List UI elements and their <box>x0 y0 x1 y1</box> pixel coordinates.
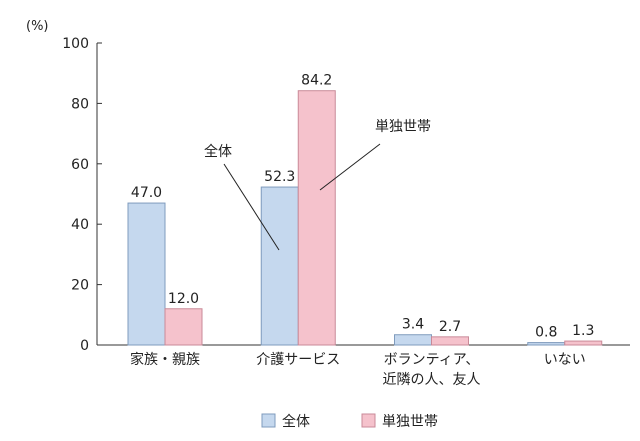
legend-swatch <box>261 413 276 428</box>
category-labels: 家族・親族 介護サービス ボランティア、近隣の人、友人 いない <box>130 351 586 388</box>
legend-label: 全体 <box>282 413 310 430</box>
callout-label: 単独世帯 <box>375 119 431 135</box>
y-tick-label: 80 <box>71 96 89 112</box>
data-label: 1.3 <box>572 323 594 339</box>
y-tick-label: 40 <box>71 217 89 233</box>
category-label: 近隣の人、友人 <box>383 372 481 388</box>
callouts: 全体 単独世帯 <box>204 119 431 251</box>
legend-label: 単独世帯 <box>382 414 438 430</box>
y-tick-label: 100 <box>62 36 89 52</box>
category-label: いない <box>544 352 586 368</box>
callout-leader-line <box>319 143 381 191</box>
bar <box>127 202 166 346</box>
callout-label: 全体 <box>204 143 232 160</box>
data-label: 2.7 <box>439 319 461 335</box>
value-labels: 47.0 12.0 52.3 84.2 3.4 2.7 0.8 1.3 <box>131 73 594 341</box>
bar <box>297 90 336 346</box>
bars <box>127 90 603 346</box>
bar <box>527 342 566 346</box>
bar <box>164 308 203 346</box>
data-label: 84.2 <box>301 73 332 89</box>
category-label: 家族・親族 <box>130 351 200 368</box>
data-label: 0.8 <box>535 325 557 341</box>
data-label: 3.4 <box>402 317 424 333</box>
callout-leader-line <box>223 163 280 251</box>
y-tick-label: 20 <box>71 278 89 294</box>
data-label: 52.3 <box>264 169 295 185</box>
y-tick-label: 0 <box>80 338 89 354</box>
y-tick-label: 60 <box>71 157 89 173</box>
legend-swatch <box>361 413 376 428</box>
category-label: ボランティア、 <box>384 352 480 368</box>
legend: 全体 単独世帯 <box>261 413 438 430</box>
bar <box>260 186 299 346</box>
data-label: 12.0 <box>168 291 199 307</box>
bar <box>431 336 469 346</box>
bar <box>394 334 432 346</box>
category-label: 介護サービス <box>256 352 340 368</box>
y-unit-label: (%) <box>26 19 49 34</box>
data-label: 47.0 <box>131 185 162 201</box>
bar <box>564 340 603 346</box>
